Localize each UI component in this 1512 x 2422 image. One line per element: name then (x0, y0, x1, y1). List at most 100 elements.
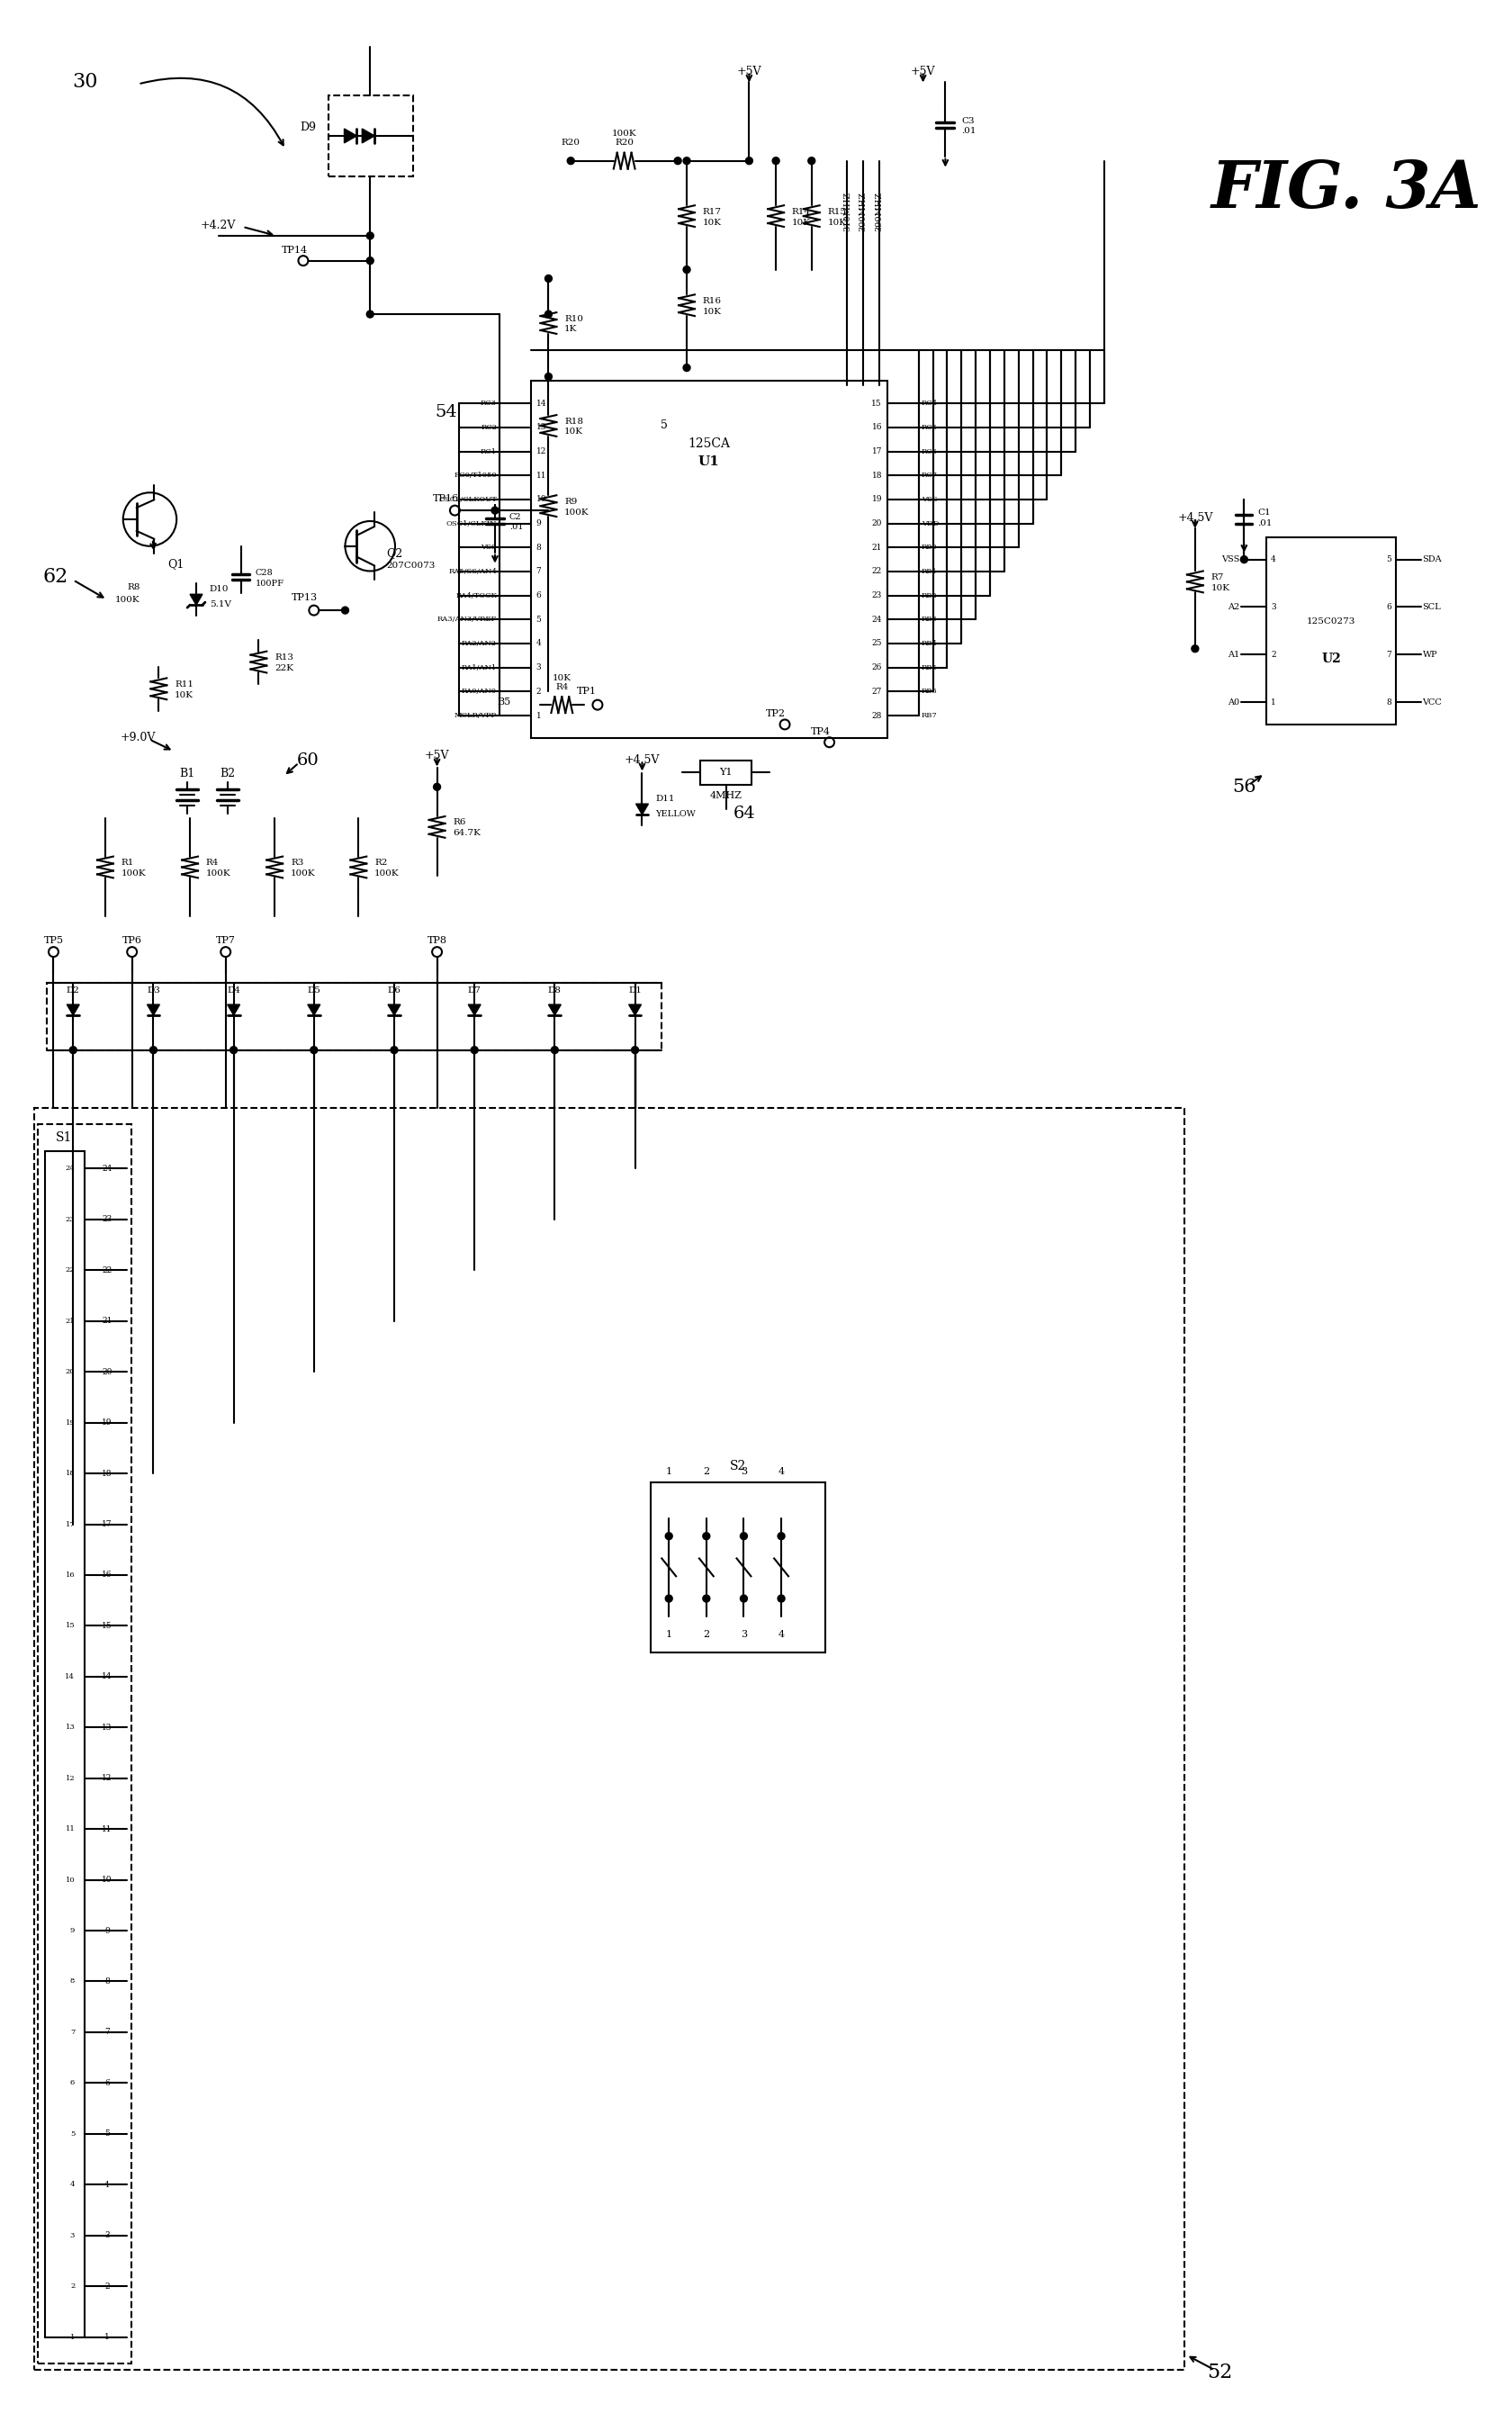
Text: 7: 7 (535, 567, 541, 576)
Text: D6: D6 (387, 986, 401, 995)
Text: 64.7K: 64.7K (454, 828, 481, 838)
Polygon shape (345, 128, 357, 143)
Text: 7: 7 (104, 2027, 109, 2037)
Text: VSS: VSS (1222, 555, 1240, 564)
Text: 21: 21 (872, 543, 881, 552)
Text: VCC: VCC (1423, 698, 1442, 707)
Polygon shape (637, 804, 649, 814)
Text: 20: 20 (101, 1368, 112, 1376)
Text: R9: R9 (564, 497, 578, 506)
Circle shape (366, 257, 373, 264)
Text: 5: 5 (535, 615, 541, 622)
Text: 14: 14 (65, 1674, 76, 1681)
Text: 10K: 10K (827, 218, 847, 225)
Text: 26: 26 (872, 664, 881, 671)
Text: 5: 5 (661, 419, 668, 431)
Text: RA2/AN2: RA2/AN2 (461, 639, 497, 647)
Text: 7: 7 (1387, 652, 1391, 659)
Text: 14: 14 (535, 400, 546, 407)
Circle shape (470, 1046, 478, 1054)
Circle shape (1191, 644, 1199, 652)
Text: 17: 17 (101, 1521, 112, 1528)
Text: 16: 16 (872, 424, 881, 431)
Text: 390MHZ: 390MHZ (875, 191, 883, 233)
Circle shape (665, 1596, 673, 1601)
Circle shape (544, 506, 552, 513)
Text: D10: D10 (210, 584, 228, 593)
Text: VSS: VSS (921, 497, 937, 504)
Text: 2: 2 (104, 2282, 109, 2291)
Bar (652, 1482, 826, 1652)
Bar (1267, 538, 1396, 724)
Text: 22: 22 (872, 567, 881, 576)
Text: 10: 10 (535, 497, 546, 504)
Text: B1: B1 (180, 768, 195, 780)
Text: 100K: 100K (612, 131, 637, 138)
Text: 3: 3 (741, 1468, 747, 1477)
Text: RC1: RC1 (481, 448, 497, 455)
Text: D1: D1 (629, 986, 641, 995)
Text: RB4: RB4 (921, 639, 937, 647)
Text: 19: 19 (872, 497, 881, 504)
Circle shape (544, 373, 552, 380)
Text: 1: 1 (535, 712, 541, 719)
Text: R6: R6 (454, 819, 466, 826)
Text: 10K: 10K (175, 690, 194, 700)
Text: 12: 12 (535, 448, 546, 455)
Text: 21: 21 (65, 1318, 76, 1325)
Circle shape (1240, 557, 1247, 562)
Text: 5: 5 (1387, 555, 1391, 564)
Text: D2: D2 (67, 986, 80, 995)
Text: 22K: 22K (275, 664, 293, 673)
Text: 10K: 10K (703, 218, 721, 225)
Text: +5V: +5V (910, 65, 936, 78)
Polygon shape (549, 1005, 561, 1015)
Text: 4: 4 (535, 639, 541, 647)
Text: RB5: RB5 (921, 664, 937, 671)
Text: RA0/AN0: RA0/AN0 (461, 688, 497, 695)
Circle shape (567, 157, 575, 165)
Text: +4.5V: +4.5V (1178, 511, 1213, 523)
Text: 62: 62 (42, 567, 68, 586)
Text: D4: D4 (227, 986, 240, 995)
Text: 100K: 100K (206, 869, 231, 877)
Text: TP16: TP16 (432, 494, 460, 504)
Circle shape (745, 157, 753, 165)
Text: 8: 8 (535, 543, 541, 552)
Circle shape (544, 310, 552, 317)
Text: R2: R2 (375, 860, 387, 867)
Text: +4.5V: +4.5V (624, 753, 659, 765)
Circle shape (703, 1596, 711, 1601)
Polygon shape (147, 1005, 160, 1015)
Circle shape (773, 157, 780, 165)
Polygon shape (227, 1005, 240, 1015)
Text: R8: R8 (127, 584, 141, 591)
Text: R14: R14 (792, 208, 810, 216)
Text: RB0: RB0 (921, 545, 937, 552)
Text: D9: D9 (299, 121, 316, 133)
Text: 12: 12 (101, 1775, 112, 1783)
Text: 11: 11 (535, 472, 546, 480)
Circle shape (741, 1596, 747, 1601)
Text: 4: 4 (779, 1630, 785, 1640)
Text: 10K: 10K (564, 429, 584, 436)
Text: Q2: Q2 (386, 547, 402, 559)
Text: 16: 16 (65, 1572, 76, 1579)
Circle shape (683, 363, 691, 371)
Text: 100K: 100K (564, 509, 590, 516)
Text: 1: 1 (70, 2332, 76, 2340)
Text: R18: R18 (564, 417, 584, 426)
Text: 24: 24 (872, 615, 881, 622)
Text: A2: A2 (1228, 603, 1240, 610)
Text: 5: 5 (104, 2129, 110, 2139)
Text: 13: 13 (65, 1724, 76, 1732)
Text: 13: 13 (535, 424, 546, 431)
Polygon shape (67, 1005, 79, 1015)
Text: A0: A0 (1228, 698, 1240, 707)
Text: R4: R4 (555, 683, 569, 690)
Text: RB2: RB2 (921, 591, 937, 598)
Text: U1: U1 (699, 455, 720, 467)
Text: 10: 10 (101, 1875, 112, 1884)
Text: 23: 23 (65, 1216, 76, 1223)
Text: 3: 3 (535, 664, 541, 671)
